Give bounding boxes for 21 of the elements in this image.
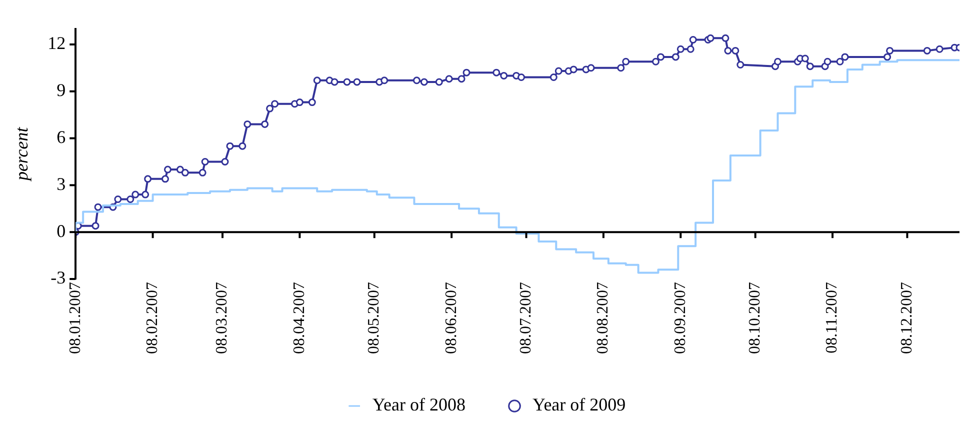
y-tick-label: -3 <box>50 268 66 288</box>
x-tick-label: 08.02.2007 <box>144 282 161 354</box>
y-tick-label: 3 <box>56 174 66 194</box>
y-tick-label: 6 <box>56 126 66 147</box>
y-tick-label: 0 <box>56 220 66 241</box>
x-tick-label: 08.05.2007 <box>366 282 383 354</box>
x-tick-label: 08.10.2007 <box>746 282 764 354</box>
x-tick-label: 08.01.2007 <box>66 282 84 354</box>
y-axis-title: percent <box>12 126 32 183</box>
x-tick-label: 08.06.2007 <box>442 282 460 354</box>
x-tick-label: 08.12.2007 <box>898 282 916 354</box>
x-tick-label: 08.08.2007 <box>594 282 612 354</box>
x-tick-label: 08.09.2007 <box>672 282 689 354</box>
x-tick-label: 08.07.2007 <box>517 282 534 354</box>
x-tick-label: 08.03.2007 <box>214 282 231 354</box>
x-tick-label: 08.11.2007 <box>824 282 841 354</box>
legend-label: Year of 2009 <box>532 394 626 415</box>
x-tick-label: 08.04.2007 <box>290 282 308 354</box>
y-tick-label: 9 <box>56 80 66 100</box>
y-tick-label: 12 <box>48 33 66 54</box>
legend-label: Year of 2008 <box>372 394 466 415</box>
